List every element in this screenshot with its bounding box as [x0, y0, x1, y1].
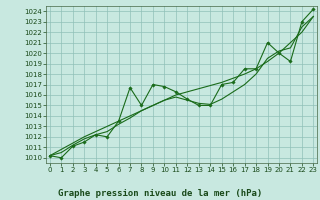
Text: Graphe pression niveau de la mer (hPa): Graphe pression niveau de la mer (hPa): [58, 189, 262, 198]
